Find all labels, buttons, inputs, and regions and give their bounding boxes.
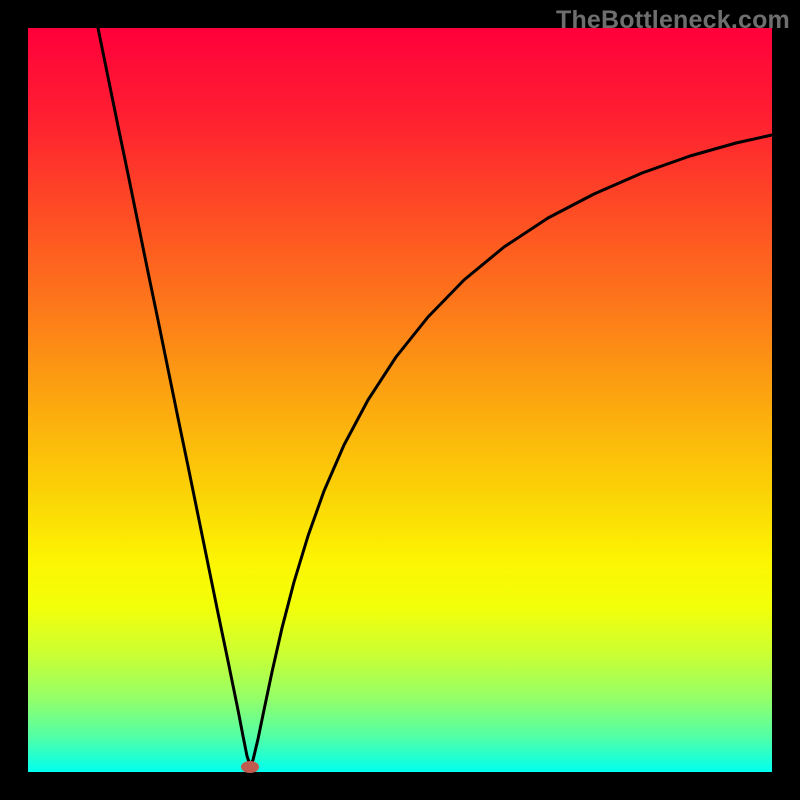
bottleneck-chart: [0, 0, 800, 800]
watermark-text: TheBottleneck.com: [556, 6, 790, 35]
plot-area: [28, 28, 772, 772]
chart-stage: TheBottleneck.com: [0, 0, 800, 800]
optimal-point-marker: [241, 761, 259, 773]
